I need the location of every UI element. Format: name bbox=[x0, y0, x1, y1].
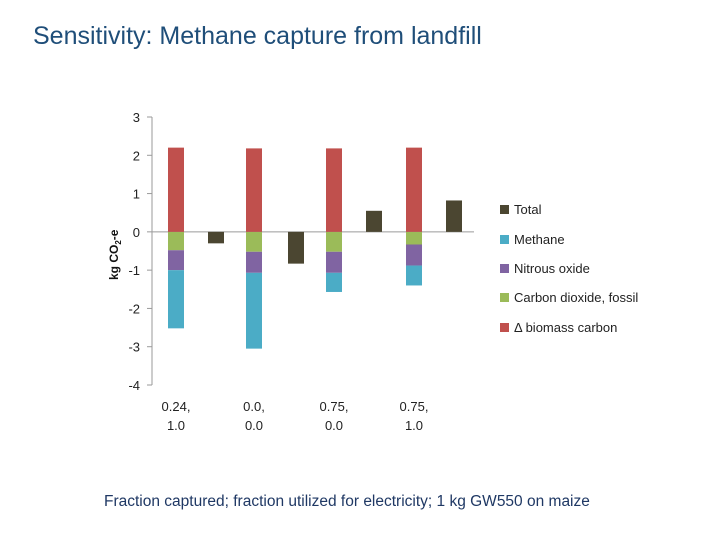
legend-swatch bbox=[500, 205, 509, 214]
bar-biomass-carbon bbox=[246, 148, 262, 232]
x-tick-label: 0.0 bbox=[325, 418, 343, 433]
bar-total bbox=[288, 231, 304, 264]
chart-bars bbox=[168, 147, 462, 349]
bar-carbon-dioxide-fossil bbox=[168, 231, 184, 251]
bar-total bbox=[446, 200, 462, 232]
bar-methane bbox=[246, 272, 262, 349]
bar-nitrous-oxide bbox=[326, 251, 342, 273]
chart-legend: Total Methane Nitrous oxide Carbon dioxide,… bbox=[500, 202, 638, 335]
x-tick-label: 0.24, bbox=[162, 399, 191, 414]
legend-label: Δ biomass carbon bbox=[514, 320, 617, 335]
x-tick-labels: 0.24, 1.0 0.0, 0.0 0.75, 0.0 0.75, 1.0 bbox=[162, 399, 429, 433]
bar-biomass-carbon bbox=[168, 147, 184, 232]
x-tick-label: 1.0 bbox=[405, 418, 423, 433]
y-tick-label: -2 bbox=[128, 301, 140, 316]
bar-carbon-dioxide-fossil bbox=[246, 231, 262, 252]
bar-methane bbox=[168, 270, 184, 329]
bar-carbon-dioxide-fossil bbox=[406, 231, 422, 245]
y-tick-label: 1 bbox=[133, 187, 140, 202]
chart-caption: Fraction captured; fraction utilized for… bbox=[104, 493, 590, 510]
y-tick-label: 0 bbox=[133, 225, 140, 240]
x-tick-label: 0.0, bbox=[243, 399, 265, 414]
bar-nitrous-oxide bbox=[168, 250, 184, 271]
legend-swatch bbox=[500, 264, 509, 273]
y-tick-label: -4 bbox=[128, 378, 140, 393]
bar-methane bbox=[326, 272, 342, 292]
legend-swatch bbox=[500, 293, 509, 302]
legend-swatch bbox=[500, 235, 509, 244]
bar-methane bbox=[406, 265, 422, 286]
bar-nitrous-oxide bbox=[406, 244, 422, 266]
bar-nitrous-oxide bbox=[246, 251, 262, 273]
legend-swatch bbox=[500, 323, 509, 332]
x-tick-label: 0.0 bbox=[245, 418, 263, 433]
bar-biomass-carbon bbox=[406, 147, 422, 232]
bar-total bbox=[366, 210, 382, 232]
legend-label: Nitrous oxide bbox=[514, 261, 590, 276]
legend-label: Total bbox=[514, 202, 542, 217]
x-tick-label: 0.75, bbox=[320, 399, 349, 414]
x-tick-label: 0.75, bbox=[400, 399, 429, 414]
chart-axes: 3 2 1 0 -1 -2 -3 -4 bbox=[128, 110, 474, 393]
bar-carbon-dioxide-fossil bbox=[326, 231, 342, 252]
y-tick-label: -3 bbox=[128, 340, 140, 355]
slide-title: Sensitivity: Methane capture from landfi… bbox=[33, 22, 482, 50]
y-axis-label: kg CO2-e bbox=[107, 229, 123, 280]
y-tick-label: -1 bbox=[128, 263, 140, 278]
legend-label: Carbon dioxide, fossil bbox=[514, 290, 638, 305]
legend-label: Methane bbox=[514, 232, 565, 247]
bar-biomass-carbon bbox=[326, 148, 342, 232]
y-tick-label: 3 bbox=[133, 110, 140, 125]
x-tick-label: 1.0 bbox=[167, 418, 185, 433]
bar-total bbox=[208, 231, 224, 244]
y-tick-label: 2 bbox=[133, 148, 140, 163]
